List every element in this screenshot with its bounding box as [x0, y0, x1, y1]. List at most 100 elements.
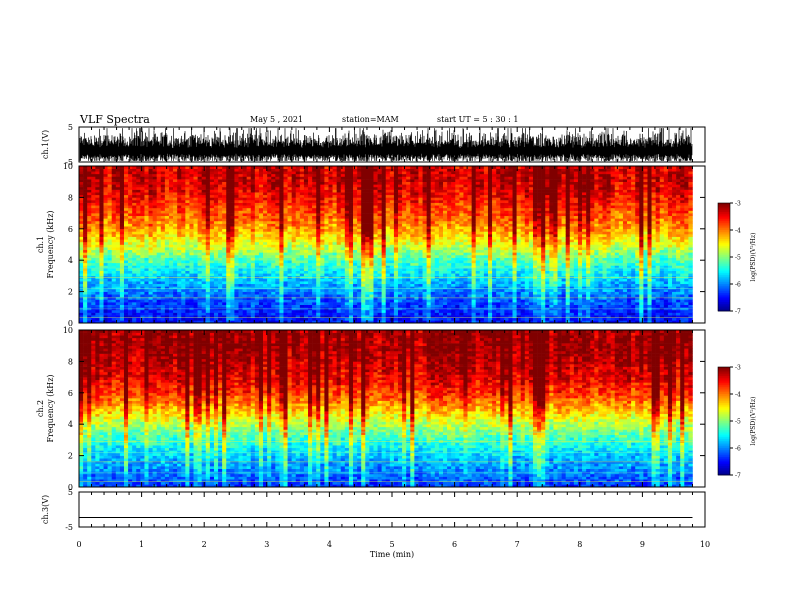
spectrogram-cell — [348, 213, 354, 217]
spectrogram-cell — [324, 244, 329, 248]
spectrogram-cell — [377, 210, 382, 214]
spectrogram-cell — [83, 226, 88, 230]
spectrogram-cell — [340, 194, 346, 198]
spectrogram-cell — [246, 231, 252, 235]
spectrogram-cell — [173, 239, 178, 243]
spectrogram-cell — [406, 231, 411, 235]
spectrogram-cell — [95, 176, 100, 180]
spectrogram-cell — [181, 166, 186, 169]
spectrogram-cell — [185, 168, 190, 172]
spectrogram-cell — [218, 317, 223, 321]
spectrogram-cell — [128, 270, 133, 274]
spectrogram-cell — [107, 202, 113, 206]
spectrogram-cell — [189, 294, 194, 298]
spectrogram-cell — [357, 257, 362, 261]
spectrogram-cell — [95, 252, 100, 256]
spectrogram-cell — [348, 166, 354, 169]
spectrogram-cell — [275, 257, 280, 261]
spectrogram-cell — [369, 254, 374, 258]
spectrogram-cell — [271, 218, 276, 222]
spectrogram-cell — [238, 252, 243, 256]
spectrogram-cell — [250, 226, 256, 230]
spectrogram-cell — [324, 304, 329, 308]
spectrogram-cell — [242, 218, 247, 222]
spectrogram-cell — [373, 231, 378, 235]
spectrogram-cell — [303, 192, 309, 196]
spectrogram-cell — [136, 281, 141, 285]
spectrogram-cell — [144, 291, 149, 295]
spectrogram-cell — [336, 265, 342, 269]
spectrogram-cell — [258, 239, 264, 243]
spectrogram-cell — [242, 215, 247, 219]
spectrogram-cell — [79, 312, 84, 316]
spectrogram-cell — [99, 179, 104, 182]
spectrogram-cell — [164, 260, 170, 264]
spectrogram-cell — [316, 273, 321, 277]
spectrogram-cell — [381, 166, 387, 169]
spectrogram-cell — [291, 215, 297, 219]
spectrogram-cell — [377, 260, 382, 264]
spectrogram-cell — [160, 215, 166, 219]
spectrogram-cell — [320, 205, 325, 209]
spectrogram-cell — [357, 286, 362, 290]
spectrogram-cell — [164, 257, 170, 261]
spectrogram-cell — [115, 194, 121, 198]
spectrogram-cell — [119, 257, 125, 261]
spectrogram-cell — [152, 200, 158, 203]
spectrogram-cell — [406, 252, 411, 256]
spectrogram-cell — [123, 260, 129, 264]
spectrogram-cell — [156, 197, 162, 201]
spectrogram-cell — [324, 228, 329, 232]
spectrogram-cell — [218, 176, 223, 180]
spectrogram-cell — [263, 268, 268, 271]
spectrogram-cell — [168, 247, 174, 251]
spectrogram-cell — [344, 262, 350, 266]
spectrogram-cell — [336, 226, 342, 230]
spectrogram-cell — [234, 189, 239, 193]
spectrogram-cell — [185, 296, 190, 300]
spectrogram-cell — [193, 309, 198, 313]
spectrogram-cell — [299, 286, 305, 290]
spectrogram-cell — [173, 312, 178, 316]
spectrogram-cell — [222, 317, 227, 321]
spectrogram-cell — [353, 270, 358, 274]
spectrogram-cell — [398, 260, 403, 264]
spectrogram-cell — [185, 315, 190, 319]
spectrogram-cell — [193, 176, 198, 180]
spectrogram-cell — [242, 302, 247, 305]
spectrogram-cell — [136, 189, 141, 193]
spectrogram-cell — [144, 202, 149, 206]
spectrogram-cell — [123, 286, 129, 290]
spectrogram-cell — [263, 228, 268, 232]
spectrogram-cell — [332, 223, 337, 227]
spectrogram-cell — [312, 220, 317, 224]
spectrogram-cell — [111, 213, 117, 217]
spectrogram-cell — [348, 197, 354, 201]
spectrogram-cell — [361, 202, 366, 206]
spectrogram-cell — [336, 249, 342, 253]
spectrogram-cell — [361, 302, 366, 305]
spectrogram-cell — [303, 262, 309, 266]
spectrogram-cell — [91, 186, 96, 190]
spectrogram-cell — [299, 273, 305, 277]
spectrogram-cell — [393, 202, 399, 206]
spectrogram-cell — [393, 184, 399, 188]
spectrogram-cell — [111, 317, 117, 321]
spectrogram-cell — [258, 270, 264, 274]
spectrogram-cell — [181, 184, 186, 188]
spectrogram-cell — [213, 210, 219, 214]
spectrogram-cell — [83, 192, 88, 196]
spectrogram-cell — [267, 168, 272, 172]
spectrogram-cell — [291, 205, 297, 209]
spectrogram-cell — [136, 220, 141, 224]
spectrogram-cell — [377, 283, 382, 287]
spectrogram-cell — [119, 220, 125, 224]
spectrogram-cell — [295, 189, 301, 193]
spectrogram-cell — [263, 207, 268, 211]
spectrogram-cell — [197, 223, 202, 227]
spectrogram-cell — [205, 197, 211, 201]
spectrogram-cell — [291, 202, 297, 206]
spectrogram-cell — [328, 281, 333, 285]
spectrogram-cell — [205, 236, 211, 240]
spectrogram-cell — [361, 194, 366, 198]
